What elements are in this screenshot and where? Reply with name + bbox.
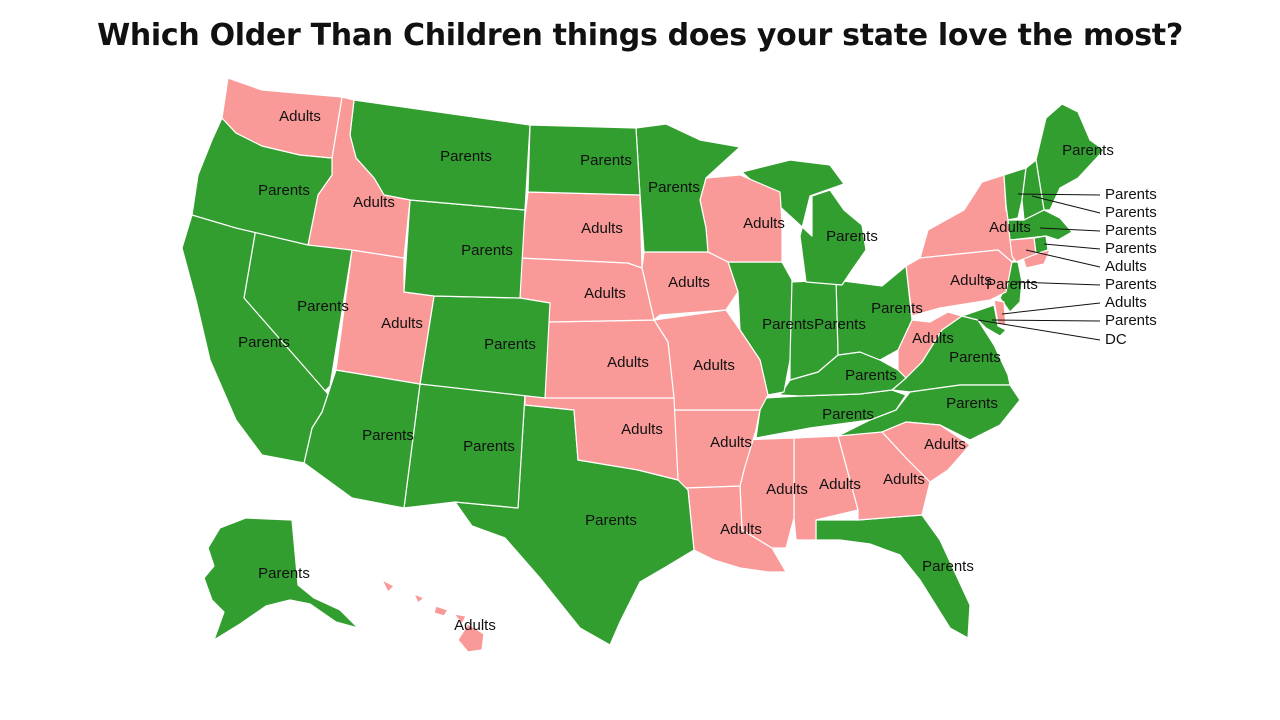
leader-line-de [1001,302,1101,315]
leader-line-md [991,319,1101,322]
state-label-or: Parents [258,182,310,199]
callout-label-vt: Parents [1105,186,1157,203]
state-label-ky: Parents [845,367,897,384]
callout-label-ri: Parents [1105,240,1157,257]
state-al [793,435,859,541]
leader-line-nh [1031,195,1101,214]
state-label-nv: Parents [297,298,349,315]
state-label-ar: Adults [710,434,752,451]
callout-label-nj2: Parents [1105,276,1157,293]
state-label-mt: Parents [440,148,492,165]
state-wa [221,77,343,159]
leader-line-ma [1039,227,1101,232]
state-fl [815,514,971,639]
state-label-ne: Adults [584,285,626,302]
state-hi [381,579,485,653]
state-label-nd: Parents [580,152,632,169]
state-label-hi: Adults [454,617,496,634]
state-label-ut: Adults [381,315,423,332]
state-label-ks: Adults [607,354,649,371]
state-pa [905,249,1013,317]
state-label-oh: Parents [871,300,923,317]
leader-line-vt [1017,193,1101,196]
state-label-mi: Parents [826,228,878,245]
state-label-tn: Parents [822,406,874,423]
callout-label-dc: DC [1105,331,1127,348]
state-label-ia: Adults [668,274,710,291]
state-label-mo: Adults [693,357,735,374]
leader-line-ct [1025,249,1101,268]
state-label-nc: Parents [946,395,998,412]
callout-label-ma: Parents [1105,222,1157,239]
state-label-ny: Adults [989,219,1031,236]
state-label-sc: Adults [924,436,966,453]
state-label-in: Parents [814,316,866,333]
state-ok [524,393,679,481]
state-label-id: Adults [353,194,395,211]
state-label-ok: Adults [621,421,663,438]
leader-line-nj2 [1015,281,1101,286]
state-label-me: Parents [1062,142,1114,159]
state-label-ms: Adults [766,481,808,498]
state-label-az: Parents [362,427,414,444]
leader-line-ri [1043,243,1101,250]
state-label-al: Adults [819,476,861,493]
page-title: Which Older Than Children things does yo… [97,18,1183,53]
state-ga [837,431,931,521]
state-label-co: Parents [484,336,536,353]
state-label-ga: Adults [883,471,925,488]
state-nd [527,124,641,196]
state-ak [203,517,359,641]
state-label-pa: Adults [950,272,992,289]
state-label-mn: Parents [648,179,700,196]
callout-label-de: Adults [1105,294,1147,311]
state-label-tx: Parents [585,512,637,529]
state-me [1035,103,1105,211]
state-label-wa: Adults [279,108,321,125]
state-ca [181,214,329,464]
state-label-la: Adults [720,521,762,538]
state-label-wi: Adults [743,215,785,232]
state-label-fl: Parents [922,558,974,575]
state-label-wy: Parents [461,242,513,259]
state-label-wv: Adults [912,330,954,347]
state-label-va: Parents [949,349,1001,366]
state-ct [1009,237,1037,263]
state-il [727,261,793,396]
state-label-ca: Parents [238,334,290,351]
callout-label-ct: Adults [1105,258,1147,275]
state-label-nm: Parents [463,438,515,455]
state-mn [635,123,741,253]
state-label-sd: Adults [581,220,623,237]
callout-label-nh: Parents [1105,204,1157,221]
leader-line-dc [977,319,1101,341]
state-label-ak: Parents [258,565,310,582]
state-label-il: Parents [762,316,814,333]
state-oh [835,265,913,361]
callout-label-md: Parents [1105,312,1157,329]
state-label-nj: Parents [986,276,1038,293]
